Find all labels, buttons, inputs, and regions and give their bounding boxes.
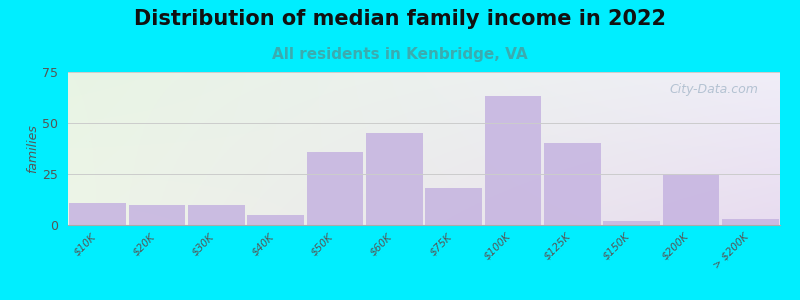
Bar — [663, 174, 719, 225]
Bar — [70, 202, 126, 225]
Bar — [129, 205, 185, 225]
Text: All residents in Kenbridge, VA: All residents in Kenbridge, VA — [272, 46, 528, 62]
Y-axis label: families: families — [26, 124, 39, 173]
Bar — [188, 205, 245, 225]
Bar — [426, 188, 482, 225]
Bar — [722, 219, 778, 225]
Text: City-Data.com: City-Data.com — [670, 83, 758, 96]
Text: Distribution of median family income in 2022: Distribution of median family income in … — [134, 9, 666, 29]
Bar — [544, 143, 601, 225]
Bar — [366, 133, 422, 225]
Bar — [307, 152, 363, 225]
Bar — [603, 221, 660, 225]
Bar — [485, 97, 541, 225]
Bar — [247, 215, 304, 225]
